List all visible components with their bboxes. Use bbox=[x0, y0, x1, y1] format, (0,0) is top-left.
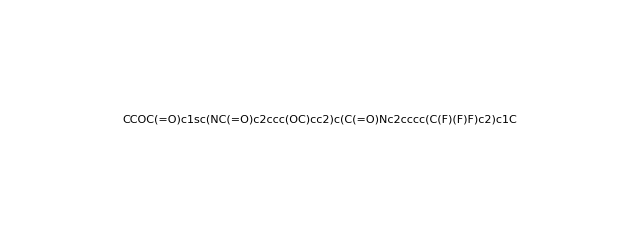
Text: CCOC(=O)c1sc(NC(=O)c2ccc(OC)cc2)c(C(=O)Nc2cccc(C(F)(F)F)c2)c1C: CCOC(=O)c1sc(NC(=O)c2ccc(OC)cc2)c(C(=O)N… bbox=[123, 115, 517, 125]
